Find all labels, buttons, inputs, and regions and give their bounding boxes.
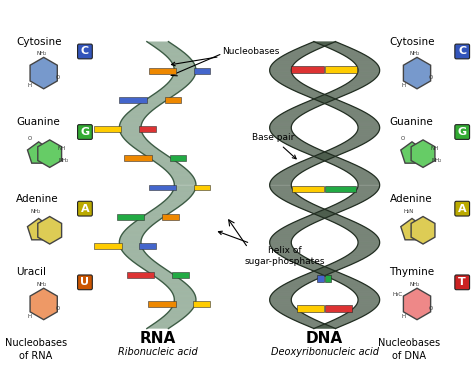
Polygon shape (403, 57, 431, 89)
Text: Nucleobases
of DNA: Nucleobases of DNA (378, 338, 440, 361)
Text: C: C (81, 47, 89, 56)
Bar (149, 68, 176, 74)
Polygon shape (30, 57, 57, 89)
Text: DNA: DNA (306, 331, 343, 346)
Text: Cytosine: Cytosine (16, 36, 62, 47)
Bar (325, 66, 357, 73)
Text: RNA: RNA (139, 331, 176, 346)
Text: O: O (401, 136, 405, 141)
Text: H₃C: H₃C (392, 292, 402, 297)
Bar (193, 301, 210, 307)
Bar (317, 276, 324, 282)
FancyBboxPatch shape (78, 44, 92, 59)
Text: NH: NH (57, 146, 65, 151)
Bar (194, 68, 210, 74)
Bar (119, 97, 147, 103)
FancyBboxPatch shape (78, 125, 92, 139)
Text: G: G (458, 127, 467, 137)
Text: NH₂: NH₂ (431, 158, 442, 163)
Text: helix of
sugar-phosphates: helix of sugar-phosphates (219, 231, 325, 266)
Text: H: H (28, 314, 32, 319)
Text: H: H (401, 314, 405, 319)
Text: Guanine: Guanine (390, 117, 433, 127)
Polygon shape (38, 216, 62, 244)
Bar (292, 66, 324, 73)
FancyBboxPatch shape (455, 201, 470, 216)
Polygon shape (411, 216, 435, 244)
Bar (164, 97, 181, 103)
Text: O: O (428, 306, 433, 311)
Bar (94, 243, 122, 249)
Text: C: C (458, 47, 466, 56)
Text: A: A (81, 204, 89, 214)
Bar (325, 276, 331, 282)
Polygon shape (411, 140, 435, 168)
Bar (124, 155, 152, 161)
Text: Adenine: Adenine (390, 194, 432, 204)
Text: G: G (81, 127, 90, 137)
Bar (139, 243, 156, 249)
Bar (127, 272, 155, 278)
Text: NH₂: NH₂ (410, 52, 420, 56)
Text: H: H (401, 83, 405, 88)
FancyBboxPatch shape (455, 125, 470, 139)
FancyBboxPatch shape (78, 275, 92, 290)
Text: NH₂: NH₂ (36, 282, 47, 287)
Text: Guanine: Guanine (16, 117, 60, 127)
Bar (325, 186, 356, 193)
Text: NH₂: NH₂ (36, 52, 47, 56)
Bar (172, 272, 189, 278)
Text: Uracil: Uracil (16, 268, 46, 277)
Bar (117, 214, 145, 219)
Bar (170, 155, 186, 161)
Text: T: T (458, 277, 466, 287)
Polygon shape (401, 142, 423, 163)
Bar (139, 126, 155, 132)
Text: O: O (55, 75, 60, 80)
Bar (148, 185, 176, 191)
Bar (162, 214, 179, 219)
Text: NH₂: NH₂ (58, 158, 69, 163)
Polygon shape (38, 140, 62, 168)
Polygon shape (27, 142, 50, 163)
Bar (94, 126, 121, 132)
Text: Nucleobases: Nucleobases (172, 47, 280, 66)
Text: NH: NH (430, 146, 439, 151)
Text: NH₂: NH₂ (31, 208, 41, 214)
Text: A: A (458, 204, 466, 214)
Polygon shape (30, 288, 57, 319)
Text: Deoxyribonucleic acid: Deoxyribonucleic acid (271, 347, 379, 357)
Text: Cytosine: Cytosine (390, 36, 435, 47)
Polygon shape (403, 288, 431, 319)
Polygon shape (401, 218, 423, 240)
Bar (297, 305, 324, 312)
Bar (148, 301, 176, 307)
Text: Thymine: Thymine (390, 268, 435, 277)
Bar (325, 305, 352, 312)
Text: U: U (81, 277, 90, 287)
Bar (292, 186, 324, 193)
Text: NH₂: NH₂ (410, 282, 420, 287)
FancyBboxPatch shape (455, 44, 470, 59)
Text: O: O (428, 75, 433, 80)
FancyBboxPatch shape (78, 201, 92, 216)
Text: O: O (55, 306, 60, 311)
Text: Ribonucleic acid: Ribonucleic acid (118, 347, 198, 357)
Polygon shape (27, 218, 50, 240)
Bar (194, 185, 210, 191)
FancyBboxPatch shape (455, 275, 470, 290)
Text: Base pair: Base pair (252, 133, 296, 159)
Text: O: O (28, 136, 32, 141)
Text: Adenine: Adenine (16, 194, 59, 204)
Text: H: H (28, 83, 32, 88)
Text: H₂N: H₂N (404, 208, 414, 214)
Text: Nucleobases
of RNA: Nucleobases of RNA (5, 338, 67, 361)
